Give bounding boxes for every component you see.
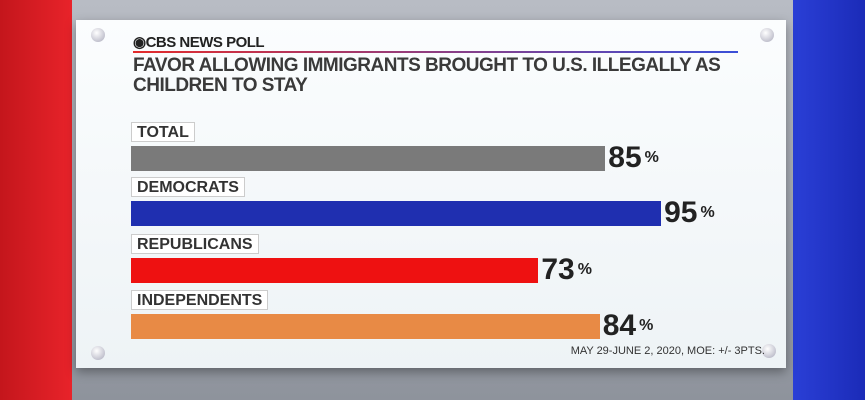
bar-republicans bbox=[131, 258, 539, 283]
divider bbox=[133, 51, 738, 53]
value-label: 84% bbox=[603, 311, 654, 341]
pin-icon bbox=[762, 344, 776, 358]
bar-total bbox=[131, 146, 606, 171]
category-label: INDEPENDENTS bbox=[131, 290, 269, 310]
bar-democrats bbox=[131, 201, 662, 226]
percent-sign: % bbox=[577, 261, 592, 278]
percent-sign: % bbox=[644, 149, 659, 166]
cbs-news-poll-logo: ◉CBS NEWS POLL bbox=[133, 34, 265, 51]
value-number: 73 bbox=[541, 253, 575, 286]
percent-sign: % bbox=[639, 317, 654, 334]
poll-note: MAY 29-JUNE 2, 2020, MOE: +/- 3PTS. bbox=[570, 345, 765, 357]
background-blue bbox=[793, 0, 865, 400]
pin-icon bbox=[91, 346, 105, 360]
value-label: 85% bbox=[608, 143, 659, 173]
category-label: DEMOCRATS bbox=[131, 177, 245, 197]
value-label: 95% bbox=[664, 198, 715, 228]
value-number: 85 bbox=[608, 141, 642, 174]
pin-icon bbox=[760, 28, 774, 42]
background-red bbox=[0, 0, 72, 400]
category-label: REPUBLICANS bbox=[131, 234, 259, 254]
value-number: 95 bbox=[664, 196, 698, 229]
bar-independents bbox=[131, 314, 600, 339]
pin-icon bbox=[91, 28, 105, 42]
chart-title: FAVOR ALLOWING IMMIGRANTS BROUGHT TO U.S… bbox=[133, 55, 721, 96]
value-label: 73% bbox=[541, 255, 592, 285]
percent-sign: % bbox=[700, 204, 715, 221]
category-label: TOTAL bbox=[131, 122, 195, 142]
value-number: 84 bbox=[602, 309, 637, 342]
